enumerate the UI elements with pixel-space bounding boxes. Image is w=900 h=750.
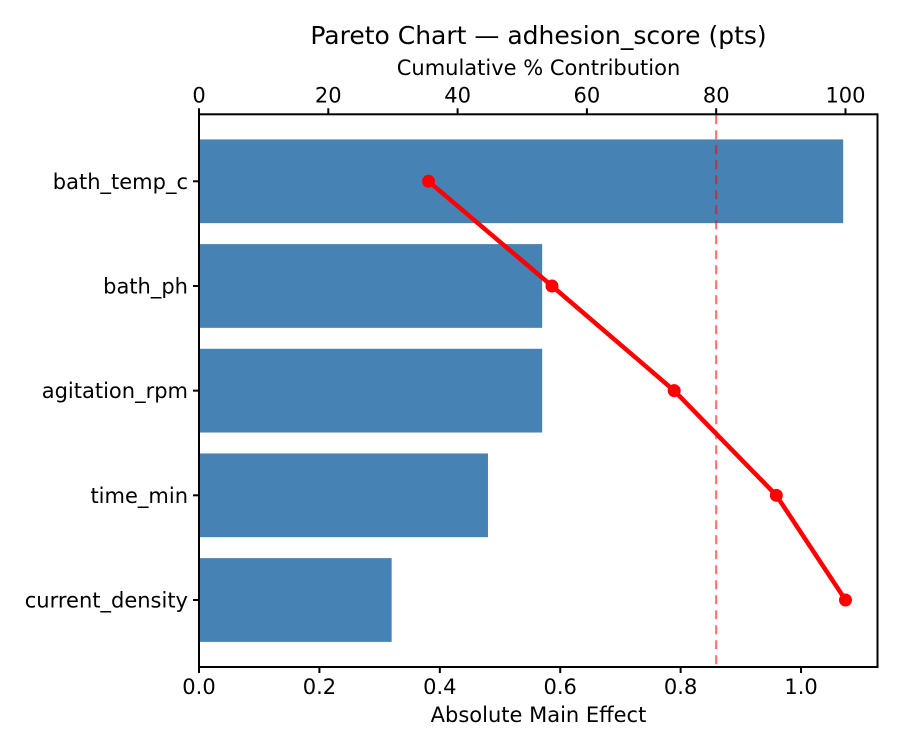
cumulative-point-current_density: [838, 593, 852, 607]
bottom-tick-label-0.8: 0.8: [664, 675, 697, 699]
category-label-time_min: time_min: [90, 484, 188, 509]
top-tick-label-100: 100: [825, 83, 865, 107]
bottom-tick-label-0.4: 0.4: [423, 675, 456, 699]
bar-bath_ph: [200, 244, 543, 328]
top-tick-label-0: 0: [192, 83, 205, 107]
bottom-tick-label-0.2: 0.2: [303, 675, 336, 699]
category-label-bath_temp_c: bath_temp_c: [53, 170, 188, 195]
cumulative-point-agitation_rpm: [667, 384, 681, 398]
bottom-tick-label-1.0: 1.0: [784, 675, 817, 699]
chart-title: Pareto Chart — adhesion_score (pts): [310, 21, 767, 50]
category-label-agitation_rpm: agitation_rpm: [42, 379, 188, 404]
top-tick-label-40: 40: [444, 83, 471, 107]
bottom-tick-label-0.6: 0.6: [544, 675, 577, 699]
bar-agitation_rpm: [200, 348, 543, 433]
top-tick-label-80: 80: [703, 83, 730, 107]
bottom-tick-label-0.0: 0.0: [182, 675, 215, 699]
bar-bath_temp_c: [200, 139, 844, 224]
bar-time_min: [200, 453, 488, 538]
top-tick-label-20: 20: [315, 83, 342, 107]
bottom-axis-label: Absolute Main Effect: [430, 703, 647, 727]
top-tick-label-60: 60: [574, 83, 601, 107]
category-label-current_density: current_density: [25, 589, 188, 614]
top-axis-label: Cumulative % Contribution: [396, 56, 681, 80]
cumulative-point-time_min: [769, 488, 783, 502]
cumulative-point-bath_ph: [545, 279, 559, 293]
bar-current_density: [200, 558, 392, 642]
cumulative-point-bath_temp_c: [422, 174, 436, 188]
category-label-bath_ph: bath_ph: [103, 274, 188, 299]
